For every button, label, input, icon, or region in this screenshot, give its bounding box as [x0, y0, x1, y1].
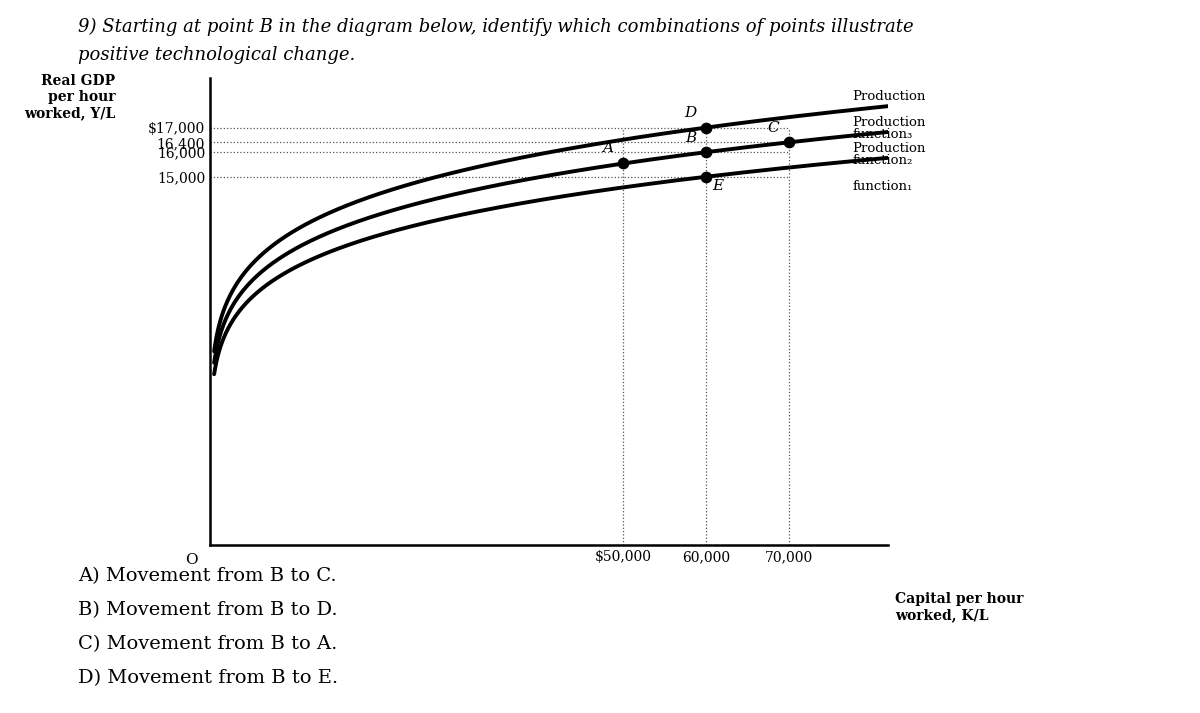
- Point: [614, 158, 634, 169]
- Text: 9) Starting at point B in the diagram below, identify which combinations of poin: 9) Starting at point B in the diagram be…: [78, 18, 913, 36]
- Text: Capital per hour
worked, K/L: Capital per hour worked, K/L: [895, 592, 1024, 622]
- Text: Real GDP
per hour
worked, Y/L: Real GDP per hour worked, Y/L: [24, 73, 115, 120]
- Text: A) Movement from B to C.: A) Movement from B to C.: [78, 567, 337, 585]
- Text: Production: Production: [853, 142, 926, 155]
- Point: [696, 122, 715, 133]
- Text: B) Movement from B to D.: B) Movement from B to D.: [78, 601, 337, 619]
- Text: function₂: function₂: [853, 154, 913, 167]
- Text: C) Movement from B to A.: C) Movement from B to A.: [78, 635, 337, 653]
- Text: B: B: [685, 130, 696, 145]
- Text: positive technological change.: positive technological change.: [78, 46, 355, 64]
- Text: E: E: [713, 179, 724, 193]
- Text: O: O: [185, 553, 198, 567]
- Text: Production: Production: [853, 116, 926, 129]
- Text: function₃: function₃: [853, 128, 913, 141]
- Point: [696, 171, 715, 183]
- Text: D: D: [684, 106, 696, 120]
- Text: A: A: [602, 141, 613, 155]
- Text: C: C: [767, 121, 779, 135]
- Text: function₁: function₁: [853, 180, 913, 193]
- Point: [696, 146, 715, 158]
- Point: [779, 137, 798, 148]
- Text: D) Movement from B to E.: D) Movement from B to E.: [78, 670, 338, 687]
- Text: Production: Production: [853, 91, 926, 103]
